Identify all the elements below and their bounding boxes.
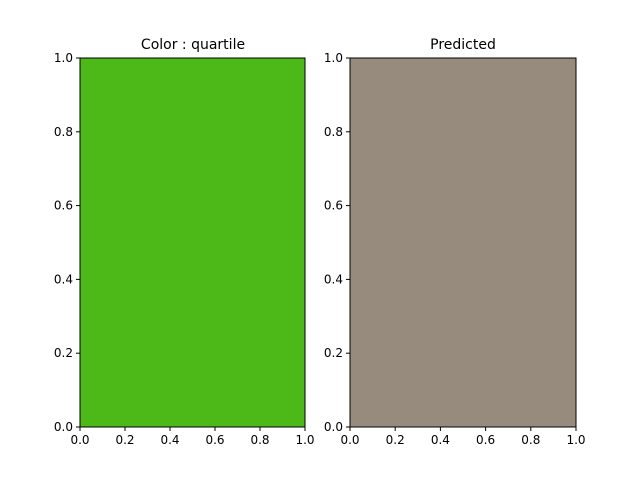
- right-y-tick-label: 0.4: [324, 272, 343, 286]
- left-x-tick-label: 0.6: [205, 433, 224, 447]
- right-y-tick-label: 0.2: [324, 346, 343, 360]
- right-x-tick-label: 0.4: [431, 433, 450, 447]
- left-panel-x-axis: 0.0 0.2 0.4 0.6 0.8 1.0: [70, 427, 315, 447]
- left-x-tick-label: 0.8: [250, 433, 269, 447]
- right-panel-color-fill: [350, 58, 576, 427]
- right-x-tick-label: 0.0: [340, 433, 359, 447]
- right-panel-title: Predicted: [430, 37, 496, 53]
- right-panel-y-axis: 0.0 0.2 0.4 0.6 0.8 1.0: [324, 51, 350, 434]
- right-y-tick-label: 0.0: [324, 420, 343, 434]
- left-x-tick-label: 0.2: [115, 433, 134, 447]
- right-panel-frame: [349, 57, 577, 428]
- left-x-tick-label: 0.4: [160, 433, 179, 447]
- left-y-tick-label: 0.4: [54, 272, 73, 286]
- left-x-tick-label: 1.0: [295, 433, 314, 447]
- left-panel-title: Color : quartile: [141, 37, 245, 53]
- right-x-tick-label: 0.8: [521, 433, 540, 447]
- left-panel-y-axis: 0.0 0.2 0.4 0.6 0.8 1.0: [54, 51, 80, 434]
- right-y-tick-label: 1.0: [324, 51, 343, 65]
- right-x-tick-label: 0.6: [476, 433, 495, 447]
- left-y-tick-label: 1.0: [54, 51, 73, 65]
- left-y-tick-label: 0.8: [54, 125, 73, 139]
- right-x-tick-label: 1.0: [566, 433, 585, 447]
- right-x-tick-label: 0.2: [386, 433, 405, 447]
- right-y-tick-label: 0.6: [324, 199, 343, 213]
- right-panel-x-axis: 0.0 0.2 0.4 0.6 0.8 1.0: [340, 427, 586, 447]
- left-y-tick-label: 0.6: [54, 199, 73, 213]
- left-panel: Color : quartile 0.0 0.2 0.4 0.6 0.8 1.0 0.00…: [54, 37, 315, 447]
- left-x-tick-label: 0.0: [70, 433, 89, 447]
- left-panel-color-fill: [80, 58, 305, 427]
- left-y-tick-label: 0.0: [54, 420, 73, 434]
- left-y-tick-label: 0.2: [54, 346, 73, 360]
- right-y-tick-label: 0.8: [324, 125, 343, 139]
- left-panel-frame: [79, 57, 306, 428]
- right-panel: Predicted 0.0 0.2 0.4 0.6 0.8 1.0 0.00.20.40.…: [324, 37, 586, 447]
